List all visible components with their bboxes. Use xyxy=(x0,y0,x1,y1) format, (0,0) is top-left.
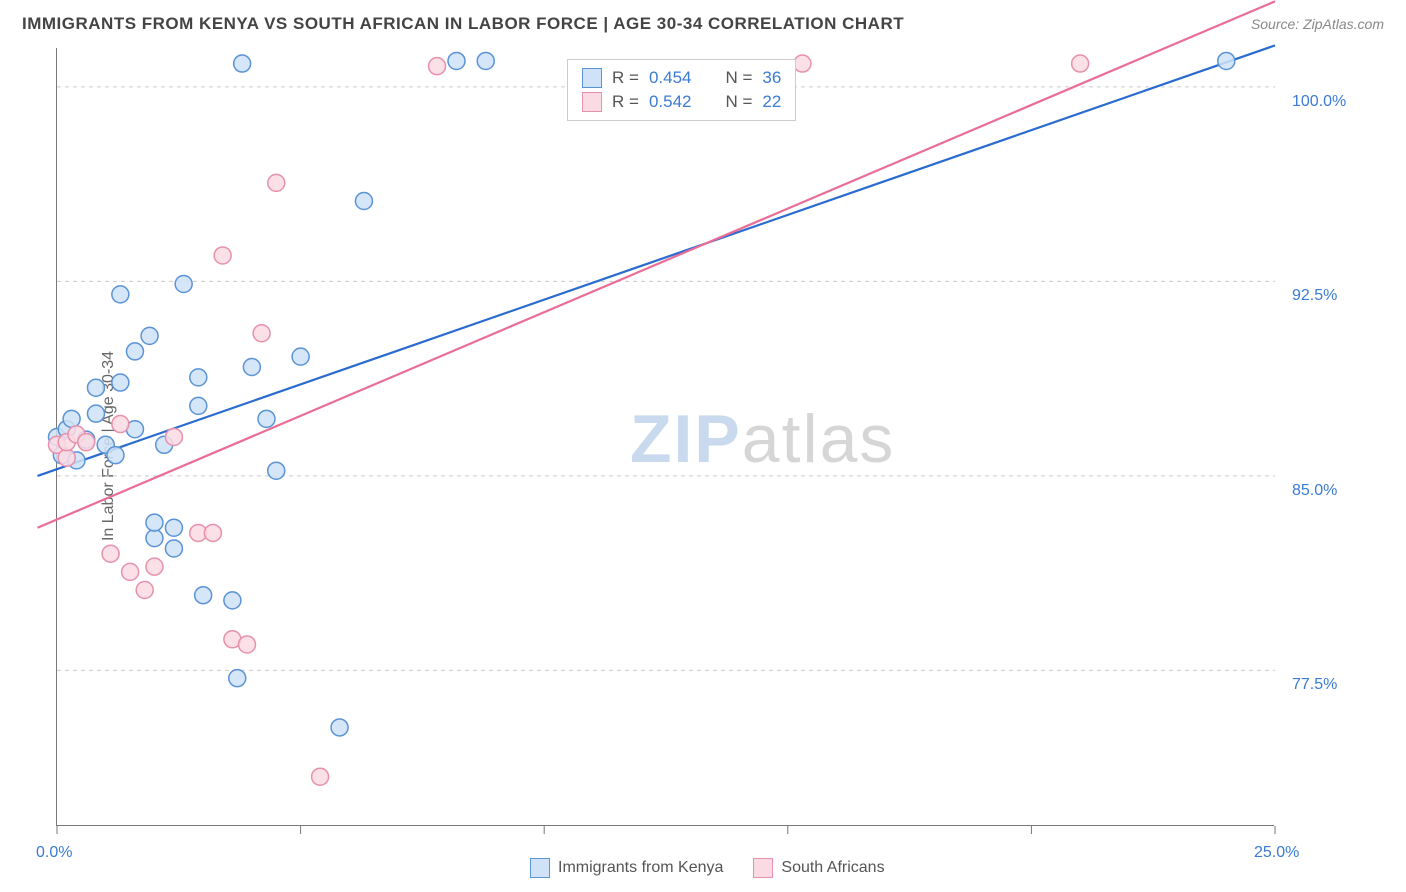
y-tick-label: 77.5% xyxy=(1292,676,1337,694)
y-tick-label: 85.0% xyxy=(1292,482,1337,500)
legend-correlation-box: R = 0.454 N = 36 R = 0.542 N = 22 xyxy=(567,59,796,121)
legend-n-label: N = xyxy=(725,68,752,88)
legend-swatch-icon xyxy=(582,92,602,112)
legend-series-name: Immigrants from Kenya xyxy=(558,859,723,877)
legend-correlation-row: R = 0.454 N = 36 xyxy=(582,66,781,90)
legend-r-value: 0.542 xyxy=(649,92,692,112)
legend-swatch-icon xyxy=(582,68,602,88)
x-tick-label: 0.0% xyxy=(36,844,72,862)
legend-n-value: 36 xyxy=(762,68,781,88)
y-tick-label: 92.5% xyxy=(1292,287,1337,305)
legend-r-label: R = xyxy=(612,68,639,88)
legend-series: Immigrants from Kenya South Africans xyxy=(530,858,885,878)
legend-swatch-icon xyxy=(753,858,773,878)
chart-title: IMMIGRANTS FROM KENYA VS SOUTH AFRICAN I… xyxy=(22,14,904,34)
legend-series-name: South Africans xyxy=(781,859,884,877)
legend-n-label: N = xyxy=(725,92,752,112)
x-tick-label: 25.0% xyxy=(1254,844,1299,862)
chart-header: IMMIGRANTS FROM KENYA VS SOUTH AFRICAN I… xyxy=(0,0,1406,48)
legend-correlation-row: R = 0.542 N = 22 xyxy=(582,90,781,114)
y-tick-label: 100.0% xyxy=(1292,93,1346,111)
plot-area xyxy=(56,48,1274,826)
legend-n-value: 22 xyxy=(762,92,781,112)
legend-swatch-icon xyxy=(530,858,550,878)
legend-r-label: R = xyxy=(612,92,639,112)
legend-series-item: Immigrants from Kenya xyxy=(530,858,723,878)
chart-source: Source: ZipAtlas.com xyxy=(1251,16,1384,32)
legend-r-value: 0.454 xyxy=(649,68,692,88)
legend-series-item: South Africans xyxy=(753,858,884,878)
plot-svg xyxy=(57,48,1274,825)
